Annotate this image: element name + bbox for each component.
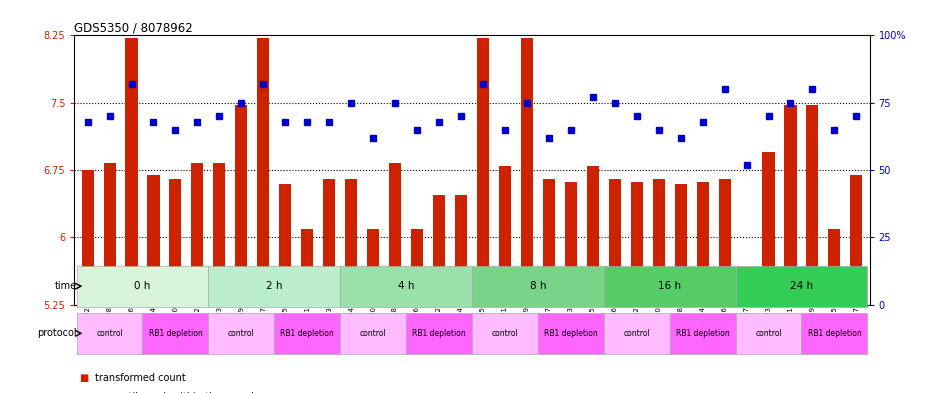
Bar [340, 313, 406, 354]
Bar [736, 313, 802, 354]
Text: RB1 depletion: RB1 depletion [676, 329, 729, 338]
Text: percentile rank within the sample: percentile rank within the sample [95, 392, 259, 393]
Text: RB1 depletion: RB1 depletion [280, 329, 334, 338]
Bar [455, 195, 467, 305]
Text: ■: ■ [79, 392, 88, 393]
Bar [169, 179, 181, 305]
Text: RB1 depletion: RB1 depletion [412, 329, 466, 338]
Bar [670, 313, 736, 354]
Bar [208, 266, 340, 307]
Text: protocol: protocol [37, 328, 76, 338]
Bar [274, 313, 340, 354]
Bar [674, 184, 686, 305]
Bar [802, 313, 868, 354]
Bar [76, 266, 208, 307]
Bar [340, 266, 472, 307]
Bar [367, 228, 379, 305]
Bar [521, 38, 533, 305]
Bar [345, 179, 357, 305]
Bar [142, 313, 208, 354]
Text: transformed count: transformed count [95, 373, 186, 382]
Bar [538, 313, 604, 354]
Bar [323, 179, 335, 305]
Text: 16 h: 16 h [658, 281, 682, 291]
Bar [697, 182, 709, 305]
Bar [389, 163, 401, 305]
Bar [213, 163, 225, 305]
Text: control: control [755, 329, 782, 338]
Text: RB1 depletion: RB1 depletion [544, 329, 598, 338]
Bar [411, 228, 423, 305]
Bar [565, 182, 577, 305]
Bar [235, 105, 247, 305]
Bar [763, 152, 775, 305]
Text: ■: ■ [79, 373, 88, 382]
Bar [82, 170, 94, 305]
Bar [148, 174, 160, 305]
Bar [406, 313, 472, 354]
Text: 4 h: 4 h [398, 281, 415, 291]
Text: 0 h: 0 h [134, 281, 151, 291]
Text: control: control [228, 329, 255, 338]
Text: control: control [623, 329, 650, 338]
Bar [472, 313, 538, 354]
Text: control: control [360, 329, 387, 338]
Text: time: time [55, 281, 76, 291]
Bar [103, 163, 115, 305]
Bar [653, 179, 665, 305]
Text: control: control [492, 329, 518, 338]
Bar [433, 195, 445, 305]
Bar [631, 182, 643, 305]
Bar [850, 174, 862, 305]
Bar [719, 179, 731, 305]
Bar [604, 266, 736, 307]
Bar [587, 165, 599, 305]
Bar [126, 38, 138, 305]
Bar [740, 293, 752, 305]
Text: GDS5350 / 8078962: GDS5350 / 8078962 [74, 21, 193, 34]
Bar [258, 38, 270, 305]
Bar [208, 313, 274, 354]
Text: 8 h: 8 h [529, 281, 546, 291]
Text: RB1 depletion: RB1 depletion [149, 329, 203, 338]
Bar [604, 313, 670, 354]
Bar [192, 163, 204, 305]
Bar [472, 266, 604, 307]
Bar [477, 38, 489, 305]
Text: control: control [96, 329, 123, 338]
Text: RB1 depletion: RB1 depletion [807, 329, 861, 338]
Bar [806, 105, 818, 305]
Bar [76, 313, 142, 354]
Bar [609, 179, 621, 305]
Bar [498, 165, 511, 305]
Bar [829, 228, 841, 305]
Text: 24 h: 24 h [790, 281, 813, 291]
Bar [279, 184, 291, 305]
Bar [736, 266, 868, 307]
Bar [301, 228, 313, 305]
Text: 2 h: 2 h [266, 281, 283, 291]
Bar [784, 105, 796, 305]
Bar [543, 179, 555, 305]
